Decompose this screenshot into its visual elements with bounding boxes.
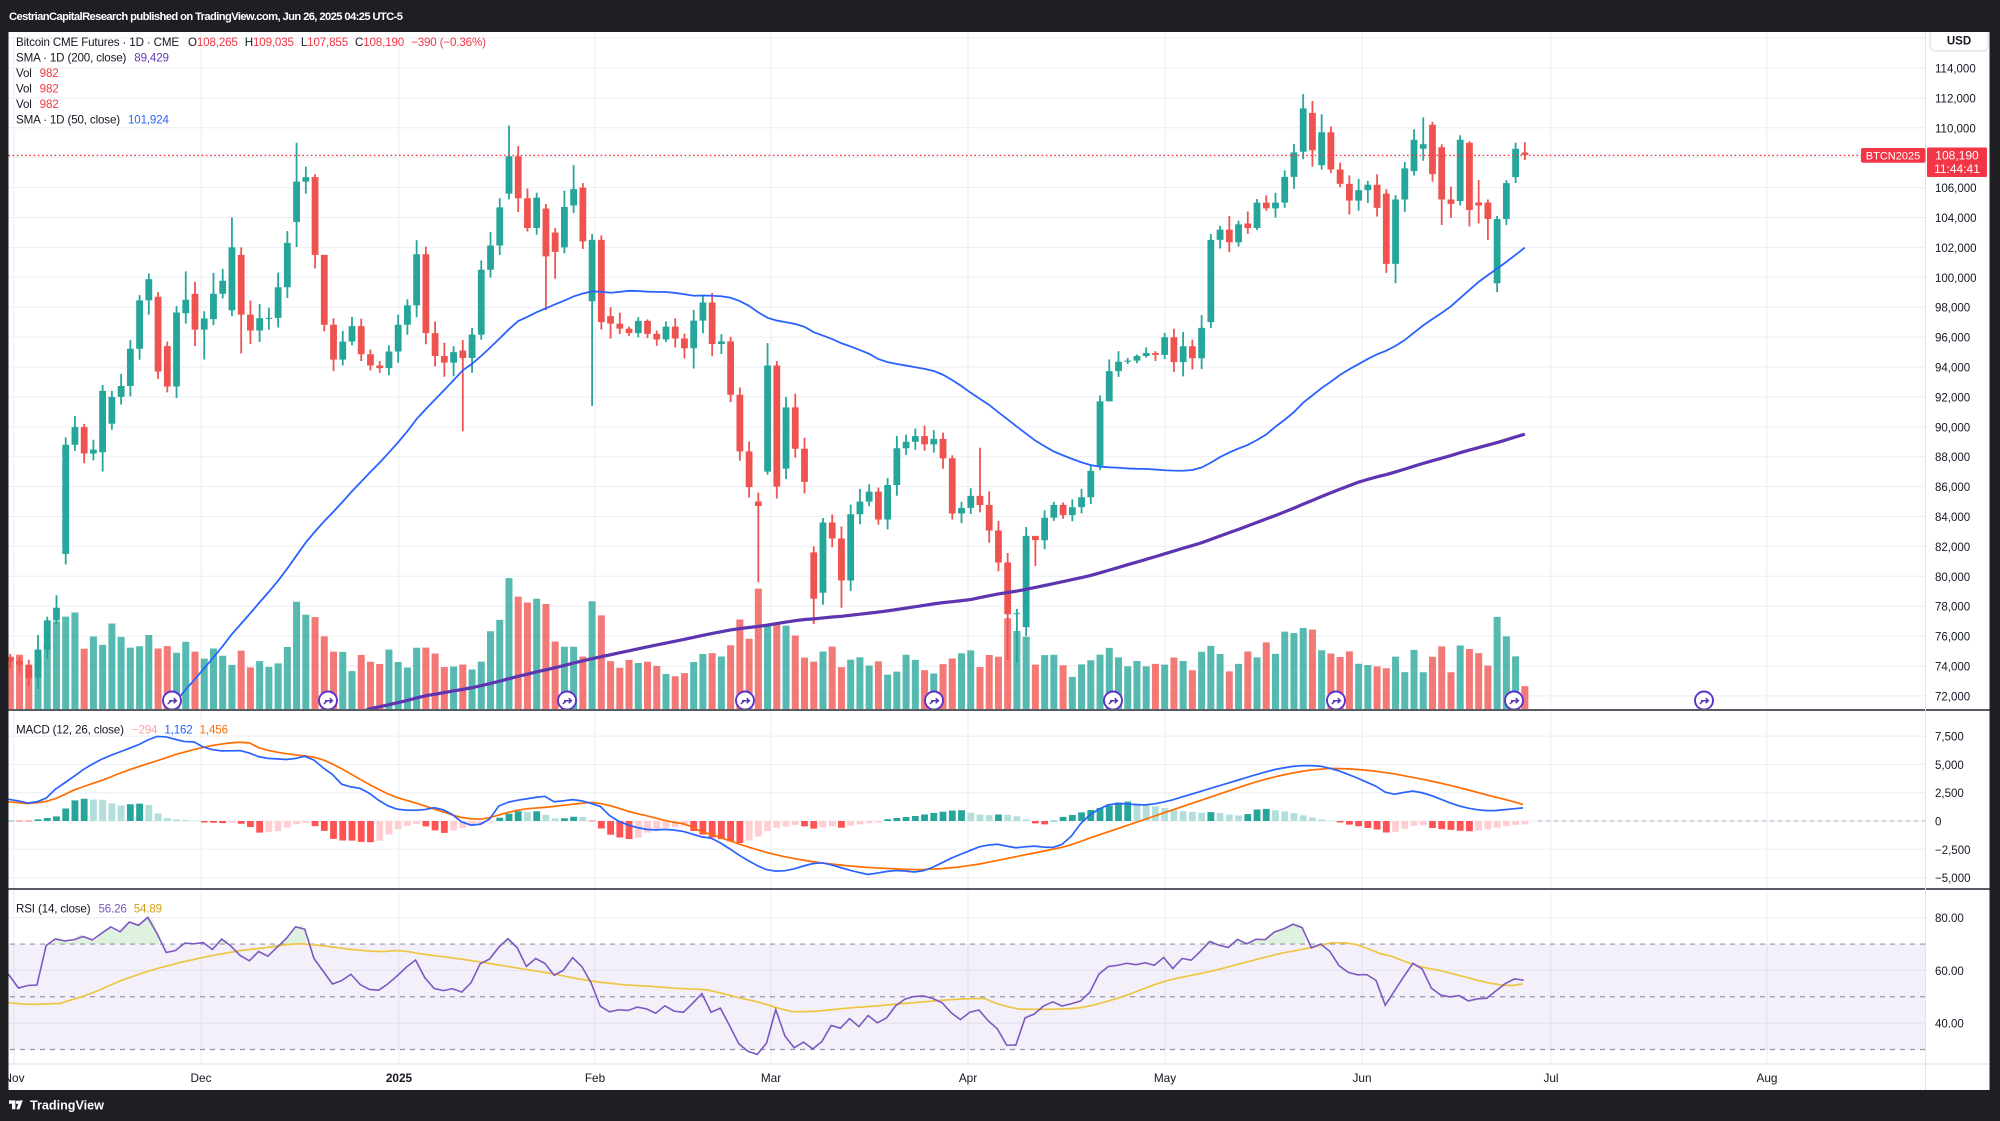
svg-text:Feb: Feb bbox=[585, 1071, 606, 1085]
svg-text:114,000: 114,000 bbox=[1935, 64, 1976, 76]
svg-text:104,000: 104,000 bbox=[1935, 213, 1977, 225]
svg-text:110,000: 110,000 bbox=[1935, 123, 1976, 135]
svg-text:Apr: Apr bbox=[959, 1071, 977, 1085]
svg-text:BTCN2025: BTCN2025 bbox=[1866, 150, 1920, 162]
svg-text:5,000: 5,000 bbox=[1935, 760, 1964, 772]
svg-text:86,000: 86,000 bbox=[1935, 482, 1970, 494]
svg-text:SMA · 1D (200, close)89,429: SMA · 1D (200, close) 89,429 bbox=[16, 51, 169, 64]
svg-text:96,000: 96,000 bbox=[1935, 333, 1970, 345]
svg-text:Dec: Dec bbox=[191, 1071, 212, 1085]
svg-text:SMA · 1D (50, close)101,924: SMA · 1D (50, close) 101,924 bbox=[16, 113, 170, 126]
svg-text:102,000: 102,000 bbox=[1935, 243, 1977, 255]
svg-text:92,000: 92,000 bbox=[1935, 392, 1970, 404]
svg-text:76,000: 76,000 bbox=[1935, 632, 1970, 644]
svg-text:2,500: 2,500 bbox=[1935, 788, 1964, 800]
svg-text:Bitcoin CME Futures · 1D · CME: Bitcoin CME Futures · 1D · CME O108,265 H1… bbox=[16, 36, 486, 49]
svg-text:80,000: 80,000 bbox=[1935, 572, 1970, 584]
svg-text:112,000: 112,000 bbox=[1935, 93, 1976, 105]
svg-text:−5,000: −5,000 bbox=[1935, 873, 1971, 885]
svg-text:May: May bbox=[1154, 1071, 1176, 1085]
svg-text:CestrianCapitalResearch publis: CestrianCapitalResearch published on Tra… bbox=[9, 11, 403, 23]
svg-text:7,500: 7,500 bbox=[1935, 732, 1964, 744]
svg-text:Jun: Jun bbox=[1352, 1071, 1371, 1085]
svg-text:78,000: 78,000 bbox=[1935, 602, 1970, 614]
svg-text:72,000: 72,000 bbox=[1935, 691, 1970, 703]
svg-text:108,190: 108,190 bbox=[1935, 149, 1979, 163]
svg-text:Aug: Aug bbox=[1757, 1071, 1778, 1085]
svg-text:80.00: 80.00 bbox=[1935, 913, 1964, 925]
svg-text:Mar: Mar bbox=[761, 1071, 781, 1085]
svg-text:106,000: 106,000 bbox=[1935, 183, 1977, 195]
svg-text:84,000: 84,000 bbox=[1935, 512, 1970, 524]
svg-text:11:44:41: 11:44:41 bbox=[1934, 162, 1980, 176]
svg-text:60.00: 60.00 bbox=[1935, 966, 1964, 978]
svg-text:100,000: 100,000 bbox=[1935, 273, 1977, 285]
svg-text:Nov: Nov bbox=[4, 1071, 25, 1085]
svg-text:Jul: Jul bbox=[1543, 1071, 1558, 1085]
svg-text:TradingView: TradingView bbox=[30, 1098, 104, 1112]
svg-text:82,000: 82,000 bbox=[1935, 542, 1970, 554]
svg-text:98,000: 98,000 bbox=[1935, 303, 1970, 315]
svg-text:90,000: 90,000 bbox=[1935, 422, 1970, 434]
svg-text:−2,500: −2,500 bbox=[1935, 845, 1971, 857]
svg-text:40.00: 40.00 bbox=[1935, 1019, 1964, 1031]
svg-text:USD: USD bbox=[1947, 36, 1971, 48]
svg-text:74,000: 74,000 bbox=[1935, 662, 1970, 674]
svg-text:2025: 2025 bbox=[386, 1071, 413, 1085]
svg-text:0: 0 bbox=[1935, 817, 1941, 829]
svg-text:88,000: 88,000 bbox=[1935, 452, 1970, 464]
svg-text:94,000: 94,000 bbox=[1935, 363, 1970, 375]
